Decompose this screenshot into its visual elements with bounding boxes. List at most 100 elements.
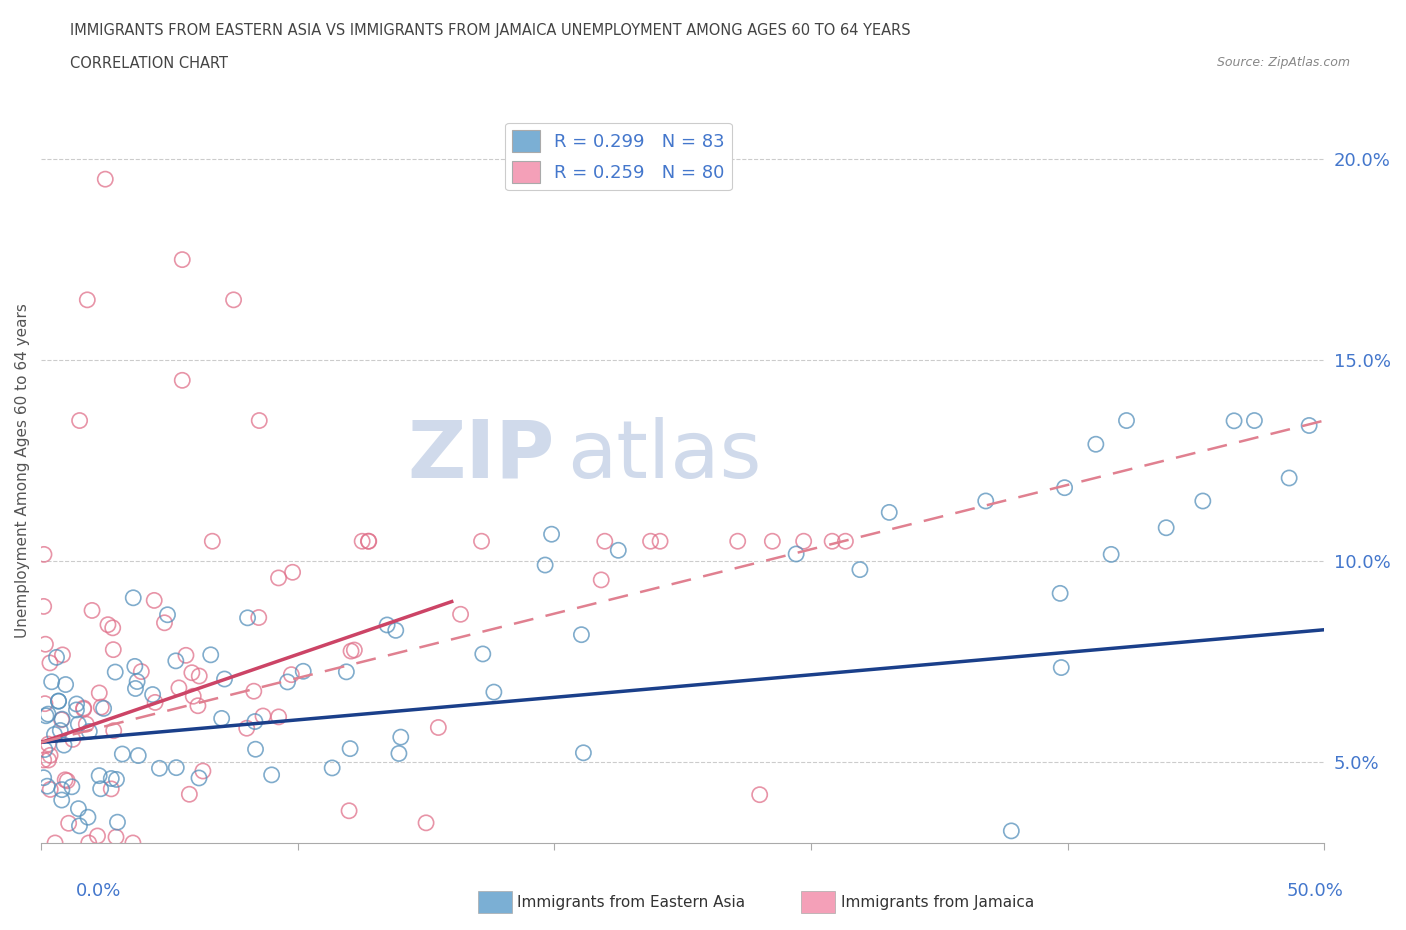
Point [1115, 413, 1137, 428]
Point [104, 665, 127, 680]
Point [32, 599, 55, 614]
Point [165, 654, 187, 669]
Point [179, 787, 201, 802]
Point [111, 747, 134, 762]
Point [58, 816, 80, 830]
Point [44, 835, 66, 850]
Point [280, 667, 302, 682]
Point [65, 697, 87, 711]
Point [45, 650, 67, 665]
Point [69, 818, 91, 833]
Point [607, 543, 630, 558]
Point [44, 727, 66, 742]
Point [34, 742, 56, 757]
Text: IMMIGRANTS FROM EASTERN ASIA VS IMMIGRANTS FROM JAMAICA UNEMPLOYMENT AMONG AGES : IMMIGRANTS FROM EASTERN ASIA VS IMMIGRAN… [70, 23, 911, 38]
Point [38, 752, 60, 767]
Point [1154, 520, 1177, 535]
Legend: R = 0.299   N = 83, R = 0.259   N = 80: R = 0.299 N = 83, R = 0.259 N = 80 [505, 123, 733, 190]
Point [53, 773, 76, 788]
Point [243, 714, 266, 729]
Point [214, 671, 236, 686]
Point [375, 618, 398, 632]
Point [352, 534, 374, 549]
Point [267, 570, 290, 585]
Point [55, 677, 77, 692]
Point [470, 534, 492, 549]
Text: ZIP: ZIP [408, 417, 554, 495]
Point [222, 292, 245, 307]
Point [131, 664, 153, 679]
Point [571, 627, 593, 642]
Point [191, 764, 214, 778]
Point [89, 685, 111, 700]
Point [471, 646, 494, 661]
Point [94, 172, 117, 187]
Point [51, 782, 73, 797]
Point [143, 593, 166, 608]
Point [65, 702, 87, 717]
Point [1243, 413, 1265, 428]
Point [821, 534, 844, 549]
Point [339, 741, 361, 756]
Point [41, 674, 63, 689]
Point [90, 699, 112, 714]
Point [90, 781, 112, 796]
Point [236, 610, 259, 625]
Point [165, 760, 187, 775]
Text: CORRELATION CHART: CORRELATION CHART [70, 56, 228, 71]
Point [343, 643, 366, 658]
Point [73, 701, 96, 716]
Point [32, 547, 55, 562]
Point [357, 534, 380, 549]
Point [1049, 586, 1071, 601]
Point [103, 724, 125, 738]
Point [77, 835, 100, 850]
Point [727, 534, 749, 549]
Point [761, 534, 783, 549]
Point [48, 694, 70, 709]
Text: atlas: atlas [567, 417, 762, 495]
Point [235, 721, 257, 736]
Point [427, 720, 450, 735]
Point [482, 684, 505, 699]
Point [187, 698, 209, 713]
Text: Source: ZipAtlas.com: Source: ZipAtlas.com [1216, 56, 1350, 69]
Point [39, 782, 62, 797]
Point [35, 709, 58, 724]
Point [127, 748, 149, 763]
Point [201, 534, 224, 549]
Point [53, 737, 76, 752]
Point [93, 701, 115, 716]
Point [793, 534, 815, 549]
Point [100, 781, 122, 796]
Point [48, 694, 70, 709]
Point [340, 644, 363, 658]
Point [34, 697, 56, 711]
Point [37, 707, 59, 722]
Point [877, 505, 900, 520]
Point [143, 695, 166, 710]
Point [107, 815, 129, 830]
Point [156, 607, 179, 622]
Point [281, 565, 304, 579]
Point [51, 712, 73, 727]
Point [200, 647, 222, 662]
Point [62, 732, 84, 747]
Point [785, 547, 807, 562]
Point [105, 772, 128, 787]
Point [247, 413, 270, 428]
Point [89, 768, 111, 783]
Point [450, 607, 472, 622]
Point [245, 742, 267, 757]
Point [188, 771, 211, 786]
Point [172, 252, 194, 267]
Point [73, 700, 96, 715]
Point [384, 623, 406, 638]
Point [247, 610, 270, 625]
Point [1099, 547, 1122, 562]
Point [32, 770, 55, 785]
Point [243, 684, 266, 698]
Point [211, 711, 233, 725]
Y-axis label: Unemployment Among Ages 60 to 64 years: Unemployment Among Ages 60 to 64 years [15, 303, 30, 638]
Point [67, 717, 90, 732]
